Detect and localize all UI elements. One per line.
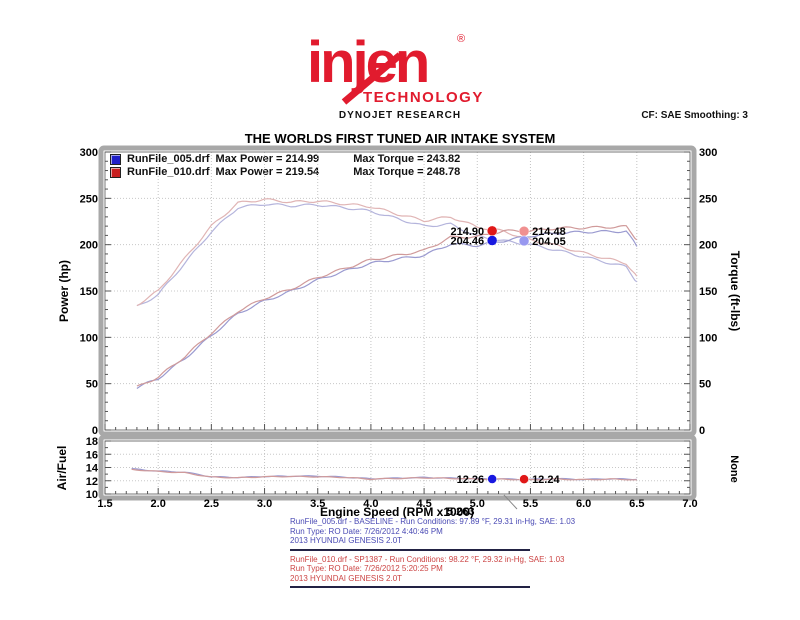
legend-row-runfile-005: RunFile_005.drf Max Power = 214.99 Max T… [110, 153, 460, 166]
legend-row-runfile-010: RunFile_010.drf Max Power = 219.54 Max T… [110, 166, 460, 179]
power-axis-title: Power (hp) [57, 260, 71, 322]
x-tick-label: 5.5 [523, 498, 538, 510]
cursor-rpm-value: 5.263 [447, 506, 475, 518]
x-tick-label: 3.0 [257, 498, 272, 510]
footer-divider-1 [290, 548, 530, 551]
y-tick-label-left: 50 [86, 379, 98, 391]
airfuel-axis-title: Air/Fuel [55, 446, 69, 491]
run-010-line-1: RunFile_010.drf - SP1387 - Run Condition… [290, 554, 565, 564]
x-tick-label: 5.0 [470, 498, 485, 510]
y-tick-label-left: 200 [80, 240, 98, 252]
marker-dot [487, 474, 497, 484]
cf-smoothing-label: CF: SAE Smoothing: 3 [641, 110, 748, 121]
runfile-010-max-torque: Max Torque = 248.78 [353, 166, 461, 178]
runfile-010-file: RunFile_010.drf [127, 166, 210, 178]
footer-divider-2 [290, 586, 530, 588]
marker-value-label: 204.05 [532, 236, 566, 248]
series-runfile-010-torque-ft-lbs- [136, 198, 638, 307]
series-runfile-010-air-fuel [131, 468, 637, 481]
x-tick-label: 2.0 [151, 498, 166, 510]
chart-frame-outer [98, 434, 697, 501]
y-tick-label-right: 200 [699, 240, 717, 252]
runfile-005-max-torque: Max Torque = 243.82 [353, 153, 461, 165]
run-005-info: RunFile_005.drf - BASELINE - Run Conditi… [290, 517, 576, 546]
run-005-line-1: RunFile_005.drf - BASELINE - Run Conditi… [290, 517, 576, 526]
y-tick-label-right: 150 [699, 286, 717, 298]
marker-value-label: 12.24 [532, 474, 560, 486]
gridlines [105, 152, 690, 494]
series-runfile-010-power-hp- [136, 224, 638, 387]
chart-frames [98, 145, 697, 501]
registered-mark: ® [457, 33, 465, 45]
x-tick-label: 1.5 [97, 498, 112, 510]
y-tick-label-right: 100 [699, 332, 717, 344]
y-tick-label-right: 250 [699, 193, 717, 205]
x-tick-label: 4.0 [363, 498, 378, 510]
marker-dot [518, 235, 530, 247]
dynojet-research-label: DYNOJET RESEARCH [338, 110, 462, 121]
runfile-005-file: RunFile_005.drf [127, 153, 210, 165]
logo-slash [341, 52, 403, 105]
x-tick-label: 7.0 [682, 498, 697, 510]
y-tick-label-left: 150 [80, 286, 98, 298]
y-tick-label-left: 18 [86, 436, 98, 448]
marker-dot [486, 225, 498, 237]
x-tick-label: 3.5 [310, 498, 325, 510]
y-tick-label-left: 10 [86, 489, 98, 501]
injen-logo: injen ® TECHNOLOGY [307, 30, 484, 106]
runfile-010-max-power: Max Power = 219.54 [215, 166, 320, 178]
y-tick-label-left: 0 [92, 425, 98, 437]
y-tick-label-left: 16 [86, 449, 98, 461]
y-tick-label-right: 50 [699, 379, 711, 391]
series-runfile-005-power-hp- [136, 229, 638, 389]
x-tick-label: 6.5 [629, 498, 644, 510]
legend: RunFile_005.drf Max Power = 214.99 Max T… [110, 153, 460, 179]
x-tick-label: 4.5 [416, 498, 431, 510]
series-runfile-005-torque-ft-lbs- [136, 203, 638, 307]
x-tick-label: 2.5 [204, 498, 219, 510]
brand-subtext: TECHNOLOGY [363, 89, 484, 106]
page-title: THE WORLDS FIRST TUNED AIR INTAKE SYSTEM [244, 131, 556, 146]
axis-ticks [104, 151, 691, 495]
marker-value-label: 214.48 [532, 226, 566, 238]
y-tick-label-left: 12 [86, 476, 98, 488]
y-tick-label-right: 300 [699, 147, 717, 159]
runfile-005-swatch [110, 154, 121, 165]
marker-dot [518, 225, 530, 237]
chart-frame-outer [98, 145, 697, 437]
runfile-005-max-power: Max Power = 214.99 [215, 153, 320, 165]
y-tick-label-left: 300 [80, 147, 98, 159]
cursor-markers: 214.90 214.48 204.46 204.05 12.26 12.24 [451, 225, 566, 486]
marker-dot [486, 235, 498, 246]
marker-value-label: 214.90 [451, 226, 485, 238]
cursor-callout-line [503, 494, 518, 510]
y-tick-label-left: 100 [80, 332, 98, 344]
y-tick-label-left: 250 [80, 193, 98, 205]
run-010-line-2: Run Type: RO Date: 7/26/2012 5:20:25 PM [290, 564, 443, 573]
run-005-line-2: Run Type: RO Date: 7/26/2012 4:40:46 PM [290, 526, 443, 536]
y-tick-label-right: 0 [699, 425, 705, 437]
torque-axis-title: Torque (ft-lbs) [728, 251, 742, 331]
runfile-010-swatch [110, 167, 121, 178]
marker-value-label: 12.26 [457, 474, 485, 486]
marker-dot [519, 474, 529, 484]
x-tick-label: 6.0 [576, 498, 591, 510]
run-010-info: RunFile_010.drf - SP1387 - Run Condition… [290, 554, 565, 584]
x-axis-title: Engine Speed (RPM x1000) [320, 505, 474, 519]
curves [131, 198, 638, 481]
marker-value-label: 204.46 [451, 236, 485, 248]
run-info-footer: RunFile_005.drf - BASELINE - Run Conditi… [290, 517, 576, 592]
none-axis-title: None [728, 455, 740, 483]
run-005-line-3: 2013 HYUNDAI GENESIS 2.0T [290, 536, 403, 545]
y-tick-label-left: 14 [86, 463, 99, 475]
run-010-line-3: 2013 HYUNDAI GENESIS 2.0T [290, 573, 403, 583]
